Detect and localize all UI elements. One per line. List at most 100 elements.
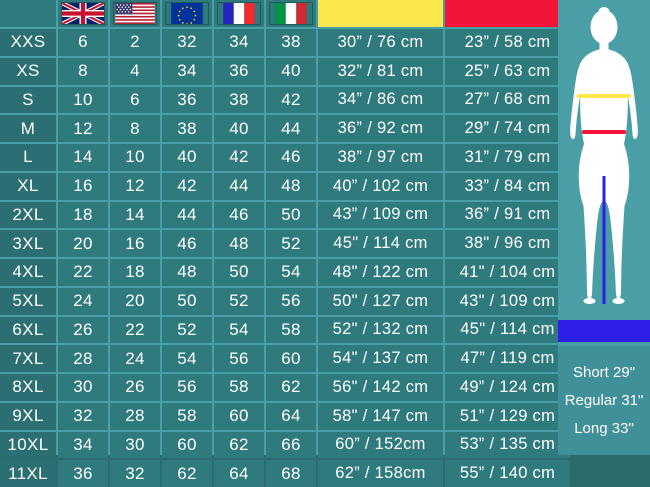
- eu-size-cell: 36: [162, 86, 212, 114]
- eu-size-cell: 56: [162, 374, 212, 401]
- it-size-cell: 54: [266, 259, 316, 286]
- bust-size-cell: 60” / 152cm: [318, 431, 443, 459]
- bust-size-cell: 34” / 86 cm: [318, 86, 443, 114]
- size-table: XXS 6 2 32 34 38 30” / 76 cm 23” / 58 cm XS 8 4 34 3…: [0, 0, 570, 487]
- waist-size-cell: 25” / 63 cm: [445, 57, 570, 85]
- it-size-cell: 50: [266, 201, 316, 229]
- size-label-cell: XL: [0, 172, 56, 200]
- waist-size-cell: 33” / 84 cm: [445, 172, 570, 200]
- table-header-it: [266, 0, 316, 27]
- size-label-cell: 6XL: [0, 316, 56, 344]
- uk-size-cell: 28: [58, 345, 108, 372]
- bust-measurement-line: [577, 94, 631, 98]
- waist-size-cell: 41" / 104 cm: [445, 259, 570, 286]
- table-header-uk: [58, 0, 108, 27]
- us-size-cell: 28: [110, 402, 160, 430]
- fr-size-cell: 46: [214, 201, 264, 229]
- eu-size-cell: 62: [162, 460, 212, 487]
- waist-size-cell: 38" / 96 cm: [445, 230, 570, 257]
- waist-size-cell: 49” / 124 cm: [445, 374, 570, 401]
- fr-size-cell: 38: [214, 86, 264, 114]
- us-size-cell: 26: [110, 374, 160, 401]
- size-label-cell: 2XL: [0, 201, 56, 229]
- waist-size-cell: 43" / 109 cm: [445, 287, 570, 315]
- us-flag-icon: [115, 3, 155, 24]
- it-size-cell: 56: [266, 287, 316, 315]
- size-label-cell: XXS: [0, 29, 56, 56]
- eu-size-cell: 44: [162, 201, 212, 229]
- bust-size-cell: 56" / 142 cm: [318, 374, 443, 401]
- uk-size-cell: 14: [58, 144, 108, 171]
- size-label-cell: 3XL: [0, 230, 56, 257]
- female-body-silhouette: [558, 0, 650, 316]
- table-header-eu: [162, 0, 212, 27]
- uk-size-cell: 24: [58, 287, 108, 315]
- uk-size-cell: 12: [58, 115, 108, 142]
- waist-size-cell: 47” / 119 cm: [445, 345, 570, 372]
- size-label-cell: 8XL: [0, 374, 56, 401]
- bust-size-cell: 52" / 132 cm: [318, 316, 443, 344]
- size-label-cell: S: [0, 86, 56, 114]
- it-size-cell: 40: [266, 57, 316, 85]
- us-size-cell: 30: [110, 431, 160, 459]
- it-size-cell: 58: [266, 316, 316, 344]
- france-flag-icon: [223, 3, 255, 24]
- inseam-short: Short 29": [572, 364, 636, 381]
- waist-size-cell: 31” / 79 cm: [445, 144, 570, 171]
- fr-size-cell: 50: [214, 259, 264, 286]
- inseam-legend: Short 29" Regular 31" Long 33": [558, 346, 650, 455]
- it-size-cell: 48: [266, 172, 316, 200]
- table-header-us: [110, 0, 160, 27]
- uk-size-cell: 10: [58, 86, 108, 114]
- eu-size-cell: 38: [162, 115, 212, 142]
- bust-size-cell: 32” / 81 cm: [318, 57, 443, 85]
- it-size-cell: 62: [266, 374, 316, 401]
- bust-size-cell: 38” / 97 cm: [318, 144, 443, 171]
- it-size-cell: 60: [266, 345, 316, 372]
- waist-size-cell: 45" / 114 cm: [445, 316, 570, 344]
- eu-size-cell: 32: [162, 29, 212, 56]
- us-size-cell: 32: [110, 460, 160, 487]
- us-size-cell: 12: [110, 172, 160, 200]
- uk-size-cell: 16: [58, 172, 108, 200]
- eu-size-cell: 52: [162, 316, 212, 344]
- uk-size-cell: 34: [58, 431, 108, 459]
- eu-flag-icon: [171, 3, 203, 24]
- size-label-cell: L: [0, 144, 56, 171]
- size-label-cell: XS: [0, 57, 56, 85]
- table-header-blank: [0, 0, 56, 27]
- bust-size-cell: 50" / 127 cm: [318, 287, 443, 315]
- it-size-cell: 64: [266, 402, 316, 430]
- fr-size-cell: 52: [214, 287, 264, 315]
- table-header-bust: [318, 0, 443, 27]
- bust-size-cell: 36” / 92 cm: [318, 115, 443, 142]
- size-label-cell: 11XL: [0, 460, 56, 487]
- us-size-cell: 14: [110, 201, 160, 229]
- fr-size-cell: 54: [214, 316, 264, 344]
- eu-size-cell: 40: [162, 144, 212, 171]
- uk-size-cell: 32: [58, 402, 108, 430]
- fr-size-cell: 62: [214, 431, 264, 459]
- us-size-cell: 6: [110, 86, 160, 114]
- it-size-cell: 46: [266, 144, 316, 171]
- eu-size-cell: 42: [162, 172, 212, 200]
- size-label-cell: 5XL: [0, 287, 56, 315]
- uk-flag-icon: [62, 3, 104, 24]
- it-size-cell: 68: [266, 460, 316, 487]
- eu-size-cell: 58: [162, 402, 212, 430]
- it-size-cell: 44: [266, 115, 316, 142]
- eu-size-cell: 50: [162, 287, 212, 315]
- eu-size-cell: 60: [162, 431, 212, 459]
- size-label-cell: 10XL: [0, 431, 56, 459]
- us-size-cell: 4: [110, 57, 160, 85]
- waist-size-cell: 36” / 91 cm: [445, 201, 570, 229]
- fr-size-cell: 34: [214, 29, 264, 56]
- it-size-cell: 42: [266, 86, 316, 114]
- us-size-cell: 8: [110, 115, 160, 142]
- us-size-cell: 24: [110, 345, 160, 372]
- waist-size-cell: 29” / 74 cm: [445, 115, 570, 142]
- waist-measurement-line: [582, 130, 626, 134]
- bust-size-cell: 30” / 76 cm: [318, 29, 443, 56]
- bust-size-cell: 43” / 109 cm: [318, 201, 443, 229]
